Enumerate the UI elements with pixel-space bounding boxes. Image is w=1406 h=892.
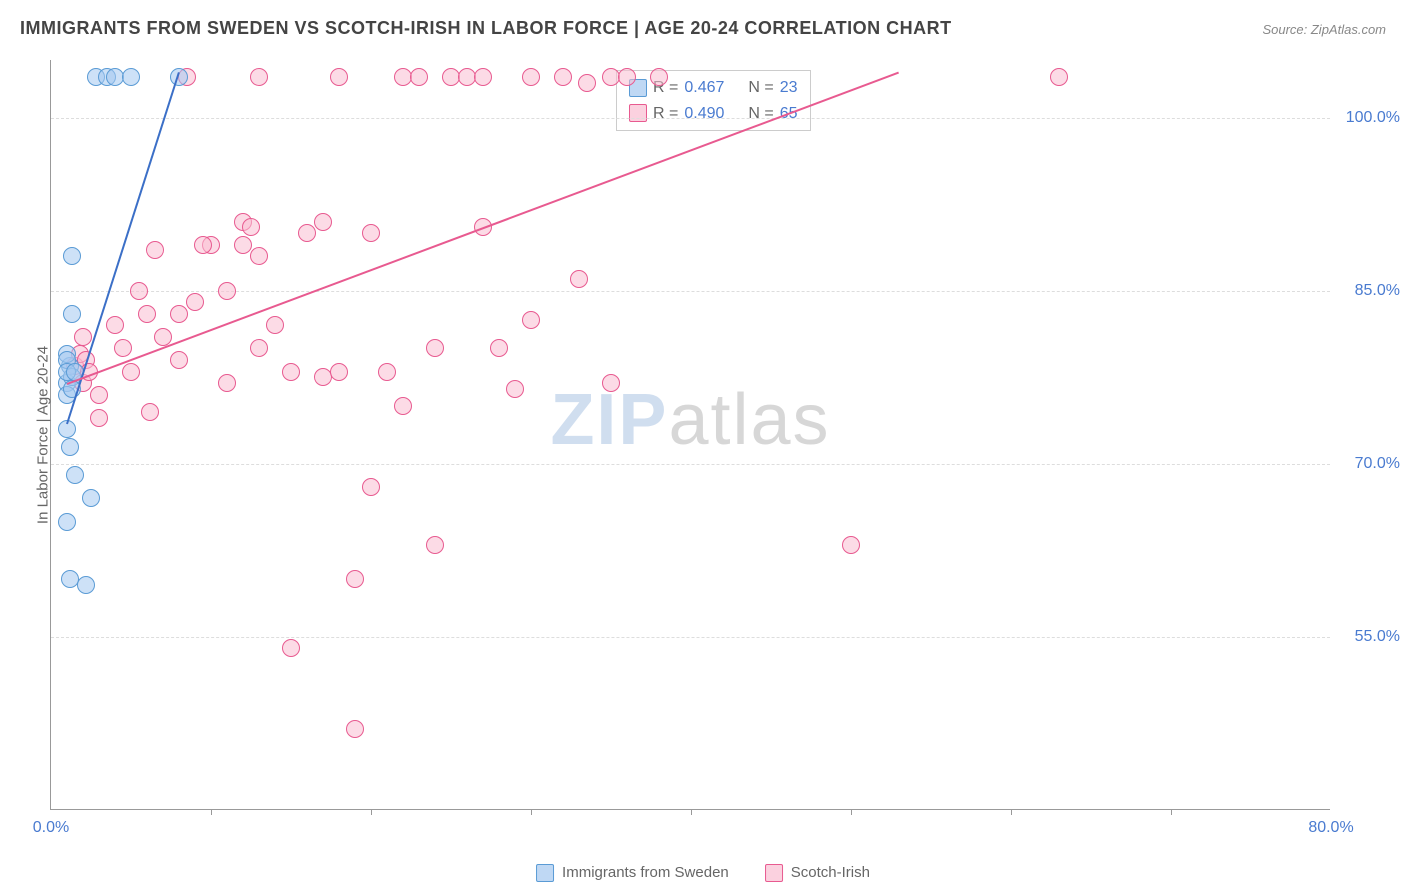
data-point-pink [114, 339, 132, 357]
gridline-h [51, 637, 1330, 638]
data-point-pink [410, 68, 428, 86]
data-point-pink [194, 236, 212, 254]
series-legend: Immigrants from Sweden Scotch-Irish [536, 864, 870, 882]
data-point-pink [842, 536, 860, 554]
legend-label: Immigrants from Sweden [562, 864, 729, 881]
data-point-pink [570, 270, 588, 288]
data-point-pink [234, 236, 252, 254]
legend-n-value: 23 [780, 75, 798, 101]
data-point-pink [250, 68, 268, 86]
watermark-atlas: atlas [668, 380, 830, 460]
legend-label: Scotch-Irish [791, 864, 870, 881]
source-label: Source: ZipAtlas.com [1262, 22, 1386, 37]
xtick-mark [851, 809, 852, 815]
data-point-pink [378, 363, 396, 381]
data-point-pink [362, 478, 380, 496]
data-point-pink [138, 305, 156, 323]
watermark: ZIPatlas [550, 379, 830, 461]
legend-item-pink: Scotch-Irish [765, 864, 870, 882]
legend-row-pink: R = 0.490 N = 65 [629, 101, 798, 127]
data-point-pink [314, 213, 332, 231]
y-axis-label: In Labor Force | Age 20-24 [35, 345, 52, 523]
data-point-pink [282, 363, 300, 381]
data-point-pink [130, 282, 148, 300]
data-point-pink [330, 363, 348, 381]
data-point-pink [186, 293, 204, 311]
data-point-pink [218, 374, 236, 392]
data-point-pink [90, 386, 108, 404]
data-point-blue [82, 489, 100, 507]
data-point-pink [394, 397, 412, 415]
chart-container: In Labor Force | Age 20-24 ZIPatlas R = … [0, 50, 1406, 890]
plot-area: In Labor Force | Age 20-24 ZIPatlas R = … [50, 60, 1330, 810]
gridline-h [51, 118, 1330, 119]
chart-title: IMMIGRANTS FROM SWEDEN VS SCOTCH-IRISH I… [20, 18, 952, 39]
data-point-pink [506, 380, 524, 398]
correlation-legend: R = 0.467 N = 23 R = 0.490 N = 65 [616, 70, 811, 131]
data-point-pink [242, 218, 260, 236]
xtick-mark [211, 809, 212, 815]
data-point-pink [170, 305, 188, 323]
data-point-pink [650, 68, 668, 86]
data-point-pink [250, 339, 268, 357]
data-point-pink [141, 403, 159, 421]
ytick-label: 85.0% [1355, 282, 1400, 300]
data-point-blue [58, 513, 76, 531]
data-point-blue [122, 68, 140, 86]
data-point-pink [74, 328, 92, 346]
data-point-blue [66, 466, 84, 484]
data-point-pink [426, 339, 444, 357]
data-point-pink [106, 316, 124, 334]
data-point-pink [282, 639, 300, 657]
xtick-mark [531, 809, 532, 815]
legend-swatch-blue [536, 864, 554, 882]
data-point-pink [154, 328, 172, 346]
xtick-label: 0.0% [33, 819, 69, 837]
data-point-pink [90, 409, 108, 427]
data-point-pink [266, 316, 284, 334]
data-point-pink [1050, 68, 1068, 86]
data-point-pink [554, 68, 572, 86]
data-point-pink [122, 363, 140, 381]
data-point-pink [522, 311, 540, 329]
gridline-h [51, 291, 1330, 292]
legend-swatch-pink [765, 864, 783, 882]
data-point-pink [490, 339, 508, 357]
legend-item-blue: Immigrants from Sweden [536, 864, 729, 882]
data-point-pink [474, 68, 492, 86]
data-point-pink [346, 570, 364, 588]
data-point-blue [77, 576, 95, 594]
data-point-pink [362, 224, 380, 242]
legend-r-label: R = [653, 101, 678, 127]
data-point-pink [330, 68, 348, 86]
xtick-mark [1171, 809, 1172, 815]
data-point-pink [426, 536, 444, 554]
data-point-blue [170, 68, 188, 86]
ytick-label: 70.0% [1355, 455, 1400, 473]
data-point-pink [170, 351, 188, 369]
xtick-mark [1011, 809, 1012, 815]
data-point-pink [346, 720, 364, 738]
data-point-pink [578, 74, 596, 92]
ytick-label: 55.0% [1355, 628, 1400, 646]
xtick-mark [371, 809, 372, 815]
xtick-label: 80.0% [1308, 819, 1353, 837]
data-point-pink [146, 241, 164, 259]
data-point-blue [61, 438, 79, 456]
data-point-blue [63, 305, 81, 323]
data-point-pink [522, 68, 540, 86]
data-point-pink [602, 374, 620, 392]
data-point-pink [298, 224, 316, 242]
xtick-mark [691, 809, 692, 815]
legend-swatch-pink [629, 104, 647, 122]
data-point-pink [250, 247, 268, 265]
data-point-blue [63, 247, 81, 265]
ytick-label: 100.0% [1346, 109, 1400, 127]
gridline-h [51, 464, 1330, 465]
legend-r-value: 0.467 [684, 75, 724, 101]
legend-r-value: 0.490 [684, 101, 724, 127]
data-point-pink [618, 68, 636, 86]
legend-n-label: N = [748, 75, 773, 101]
data-point-pink [218, 282, 236, 300]
